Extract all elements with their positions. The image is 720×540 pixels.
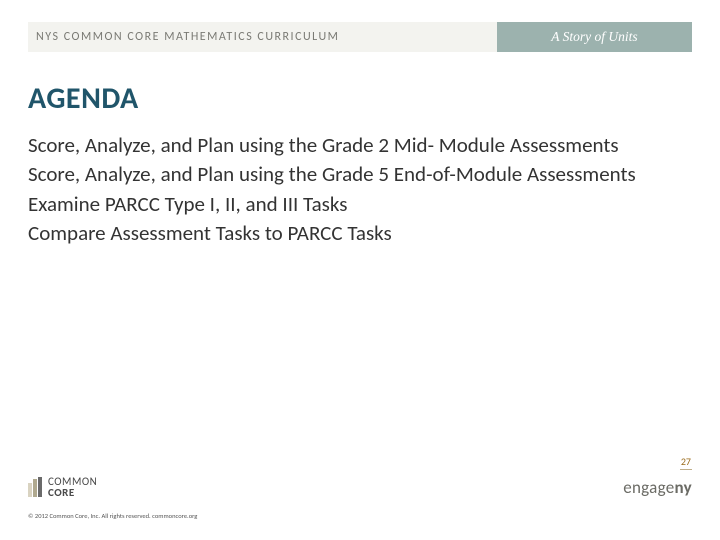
logo-text: COMMON CORE <box>48 476 97 498</box>
header-story-label: A Story of Units <box>497 22 692 52</box>
agenda-item: Score, Analyze, and Plan using the Grade… <box>28 132 692 159</box>
footer: 27 COMMON CORE © 2012 Common Core, Inc. … <box>0 462 720 540</box>
logo-line2: CORE <box>48 487 97 498</box>
common-core-logo: COMMON CORE <box>28 476 97 498</box>
agenda-body: Score, Analyze, and Plan using the Grade… <box>28 132 692 249</box>
engageny-logo: engageny <box>623 477 692 498</box>
page-title: AGENDA <box>28 80 139 117</box>
slide: NYS COMMON CORE MATHEMATICS CURRICULUM A… <box>0 0 720 540</box>
header-curriculum-label: NYS COMMON CORE MATHEMATICS CURRICULUM <box>28 22 497 52</box>
logo-bars-icon <box>28 477 42 497</box>
agenda-item: Compare Assessment Tasks to PARCC Tasks <box>28 220 692 247</box>
agenda-item: Examine PARCC Type I, II, and III Tasks <box>28 191 692 218</box>
copyright-text: © 2012 Common Core, Inc. All rights rese… <box>28 512 197 520</box>
page-number: 27 <box>680 455 692 470</box>
engage-suffix: ny <box>675 477 692 498</box>
header-bar: NYS COMMON CORE MATHEMATICS CURRICULUM A… <box>28 22 692 52</box>
engage-prefix: engage <box>623 477 674 498</box>
agenda-item: Score, Analyze, and Plan using the Grade… <box>28 161 692 188</box>
